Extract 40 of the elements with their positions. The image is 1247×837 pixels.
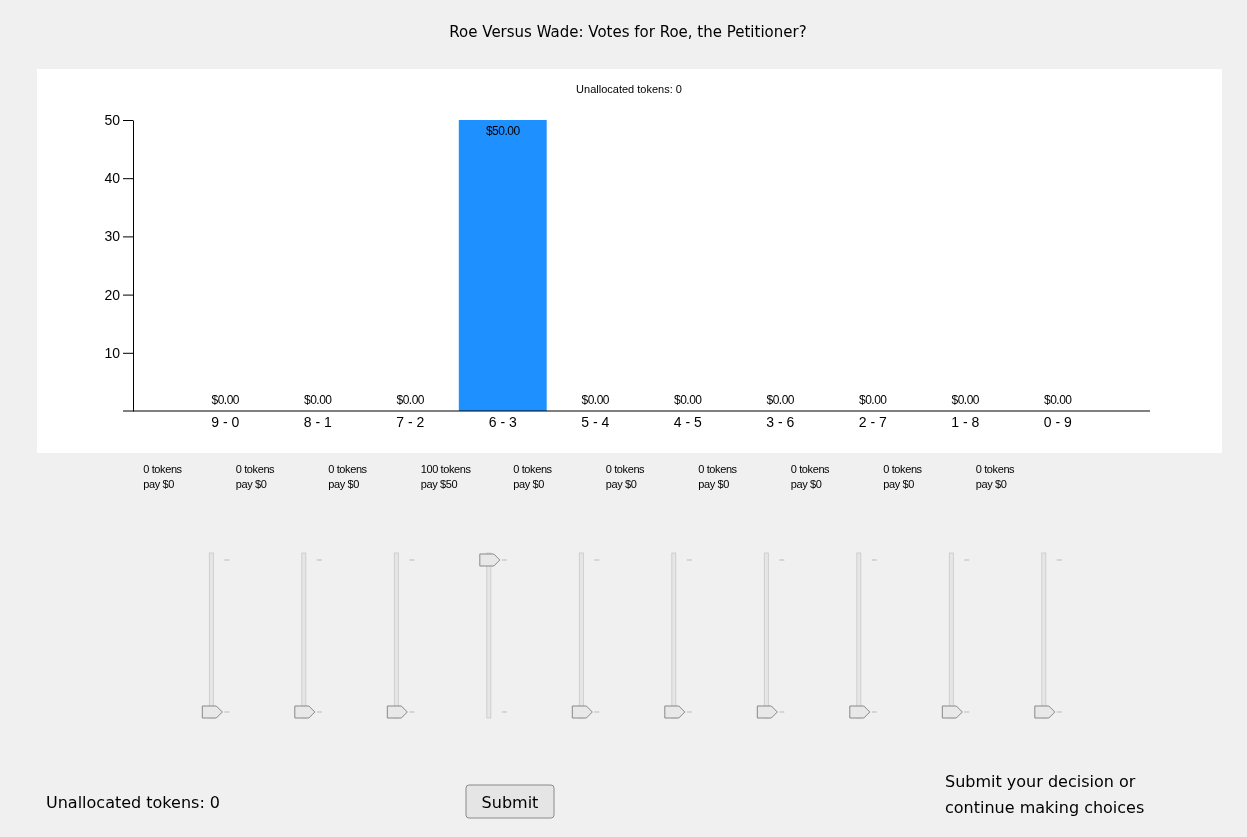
- text: 0 tokens pay $0: [143, 463, 183, 490]
- chart-title: Roe Versus Wade: Votes for Roe, the Petitioner?: [449, 23, 807, 41]
- text: 0 tokens pay $0: [790, 463, 831, 490]
- data-label: $0.00: [858, 393, 888, 407]
- y-tick-label: 20: [104, 286, 121, 303]
- x-tick-label: 1 - 8: [951, 413, 980, 430]
- y-tick-label: 40: [104, 170, 121, 187]
- data-label: $0.00: [211, 393, 240, 407]
- y-tick-label: 30: [104, 228, 121, 245]
- text: 0 tokens pay $0: [975, 463, 1016, 490]
- y-tick-label: 50: [104, 111, 121, 128]
- x-tick-label: 2 - 7: [858, 413, 887, 430]
- text: 0 tokens pay $0: [883, 463, 923, 490]
- text: 0 tokens pay $0: [605, 463, 646, 490]
- data-label: $0.00: [1043, 393, 1073, 407]
- x-tick-label: 6 - 3: [488, 413, 517, 430]
- x-tick-label: 4 - 5: [673, 413, 702, 430]
- data-label: $0.00: [396, 393, 425, 407]
- x-tick-label: 0 - 9: [1043, 413, 1072, 430]
- data-label: $0.00: [581, 393, 610, 407]
- text: 0 tokens pay $0: [698, 463, 738, 490]
- data-label: $0.00: [303, 393, 333, 407]
- x-tick-label: 8 - 1: [303, 413, 332, 430]
- x-tick-label: 3 - 6: [766, 413, 795, 430]
- chart-subtitle: Unallocated tokens: 0: [576, 83, 682, 95]
- data-label: $0.00: [951, 393, 980, 407]
- data-label: $50.00: [485, 124, 521, 138]
- text: 0 tokens pay $0: [328, 463, 368, 490]
- data-label: $0.00: [766, 393, 795, 407]
- x-tick-label: 7 - 2: [396, 413, 425, 430]
- text: 0 tokens pay $0: [513, 463, 553, 490]
- data-label: $0.00: [673, 393, 703, 407]
- text: 100 tokens pay $50: [420, 463, 472, 490]
- text: Submit your decision or continue making choices: [945, 772, 1145, 817]
- y-tick-label: 10: [104, 344, 121, 361]
- x-tick-label: 9 - 0: [211, 413, 240, 430]
- submit-button: Submit: [465, 784, 555, 819]
- x-tick-label: 5 - 4: [581, 413, 610, 430]
- text: 0 tokens pay $0: [235, 463, 276, 490]
- text: Unallocated tokens: 0: [46, 793, 221, 812]
